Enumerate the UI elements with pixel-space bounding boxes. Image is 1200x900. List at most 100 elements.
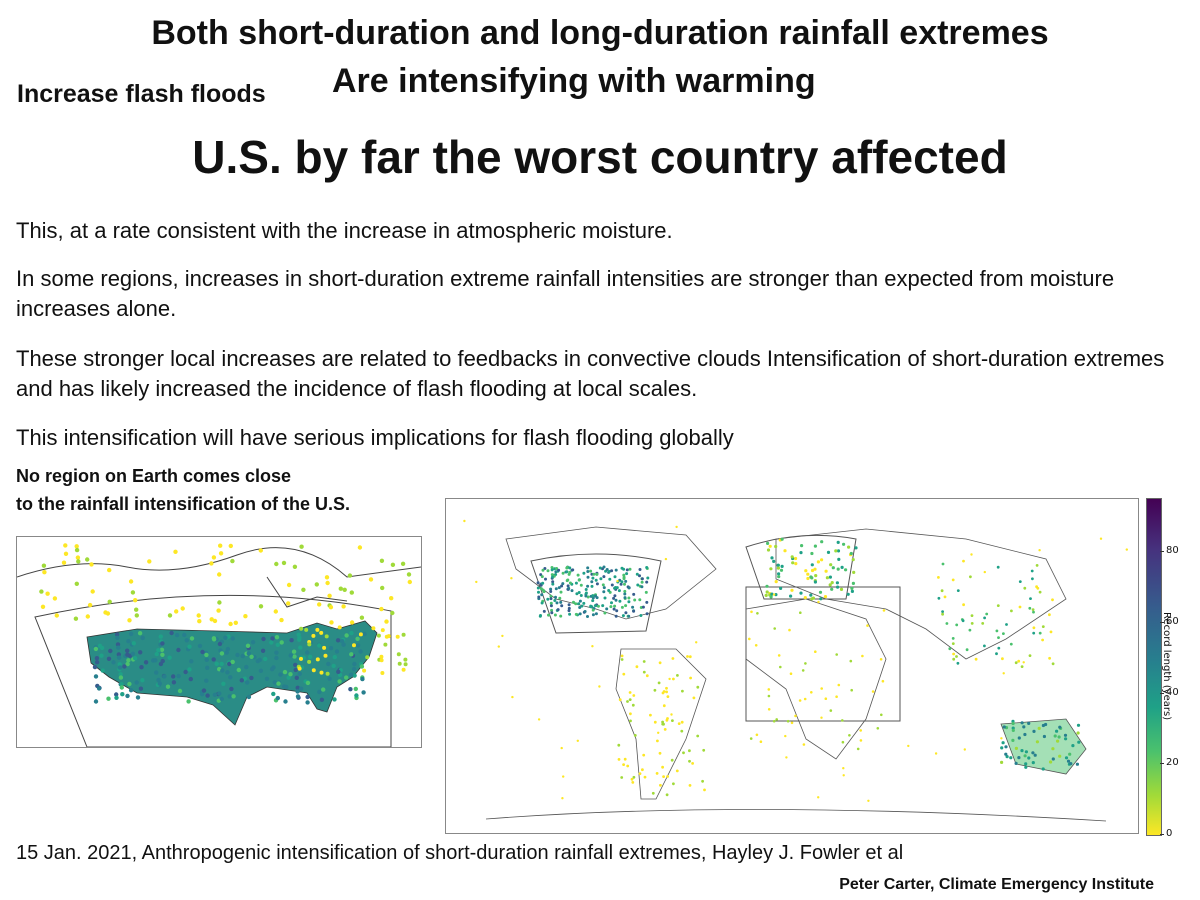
colorbar-tick-mark [1160,692,1164,694]
canada-coastline [17,547,421,578]
station-dot [243,614,248,619]
station-dot [1030,569,1034,573]
us-station-dots [39,543,412,705]
station-dot [211,636,217,641]
station-dot [74,547,80,553]
station-dot [128,688,134,693]
station-dot [840,565,844,569]
station-dot [1009,756,1013,760]
station-dot [263,656,268,662]
station-dot [624,579,628,583]
station-dot [173,549,178,554]
station-dot [614,586,617,589]
station-dot [628,691,632,694]
station-dot [799,591,803,595]
station-dot [1125,548,1128,551]
station-dot [550,566,554,569]
station-dot [219,696,224,702]
station-dot [574,612,578,616]
station-dot [641,768,644,772]
station-dot [934,752,938,755]
station-dot [284,684,289,690]
station-dot [54,613,59,618]
station-dot [114,692,119,697]
headline: U.S. by far the worst country affected [192,131,1008,183]
station-dot [668,677,671,681]
station-dot [820,558,824,562]
station-dot [629,719,632,723]
station-dot [628,567,632,571]
station-dot [770,556,774,560]
station-dot [140,635,145,641]
station-dot [586,575,590,579]
station-dot [39,589,44,594]
station-dot [119,685,125,690]
station-dot [962,603,965,607]
station-dot [579,583,583,587]
station-dot [211,555,217,560]
station-dot [386,634,391,639]
station-dot [475,580,478,584]
station-dot [297,666,302,671]
station-dot [665,686,668,690]
station-dot [576,739,579,742]
world-station-dots [463,519,1128,802]
station-dot [328,605,334,610]
station-dot [769,567,773,571]
station-dot [147,559,152,564]
station-dot [876,727,880,730]
station-dot [87,602,93,608]
station-dot [301,587,306,592]
station-dot [204,678,209,683]
station-dot [641,605,645,609]
station-dot [849,551,853,556]
station-dot [635,665,639,669]
station-dot [824,569,828,573]
station-dot [622,577,626,581]
station-dot [344,633,349,638]
station-dot [814,574,818,578]
station-dot [74,544,79,549]
station-dot [270,636,275,641]
station-dot [167,655,172,660]
station-dot [970,622,974,625]
station-dot [1051,757,1055,761]
station-dot [997,636,1000,639]
station-dot [174,632,180,638]
station-dot [774,580,778,584]
station-dot [638,772,642,775]
station-dot [583,610,587,613]
station-dot [342,587,347,592]
station-dot [154,651,159,657]
station-dot [140,678,145,683]
station-dot [951,578,955,582]
station-dot [618,599,622,603]
station-dot [99,653,104,658]
station-dot [804,662,807,665]
station-dot [551,575,554,579]
station-dot [274,635,280,640]
station-dot [174,609,179,614]
station-dot [298,645,303,650]
us-region-box [530,553,662,634]
station-dot [352,661,357,667]
station-dot [549,587,553,591]
station-dot [816,560,820,564]
station-dot [1000,760,1004,764]
station-dot [130,590,136,595]
station-dot [703,788,706,792]
station-dot [379,654,384,659]
station-dot [614,568,618,572]
station-dot [344,675,349,680]
station-dot [125,693,130,699]
station-dot [695,641,698,644]
station-dot [321,687,326,692]
station-dot [407,579,412,585]
station-dot [623,589,627,593]
station-dot [675,525,678,529]
station-dot [204,652,209,658]
station-dot [603,611,607,615]
station-dot [817,796,820,799]
station-dot [1051,598,1054,602]
station-dot [851,558,855,562]
